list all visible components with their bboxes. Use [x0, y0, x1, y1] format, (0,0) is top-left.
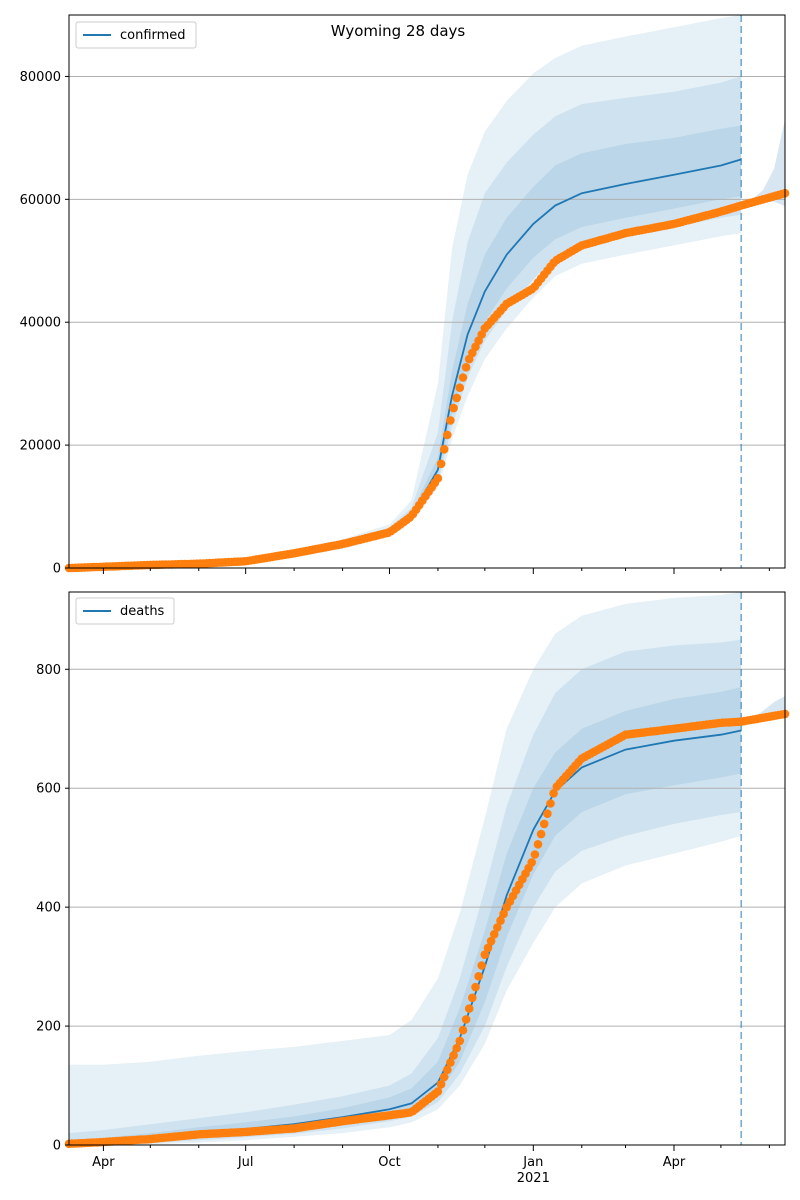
axes-frame: [68, 14, 786, 569]
observed-point: [443, 1065, 452, 1075]
observed-point: [543, 809, 552, 818]
y-tick-label: 60000: [20, 193, 61, 208]
observed-point: [533, 840, 543, 849]
observed-point: [452, 393, 462, 403]
observed-point: [461, 363, 471, 372]
figure-title: Wyoming 28 days: [331, 22, 466, 40]
observed-point: [477, 961, 487, 970]
observed-point: [446, 1058, 455, 1067]
confirmed-panel: 0 20000 40000 60000 80000 confirmed: [20, 14, 790, 577]
observed-point: [433, 474, 443, 483]
observed-point: [480, 950, 490, 959]
confirmed-uncertainty-bands: [69, 15, 785, 569]
observed-point: [539, 819, 549, 829]
observed-point: [483, 943, 493, 953]
observed-point: [455, 1036, 465, 1046]
confirmed-grid: [69, 75, 785, 446]
y-tick-label: 0: [53, 1139, 61, 1154]
observed-point: [433, 1087, 443, 1096]
observed-point: [461, 1015, 471, 1024]
confirmed-axes: 0 20000 40000 60000 80000: [20, 14, 786, 577]
observed-point: [439, 1072, 449, 1082]
y-tick-label: 200: [36, 1020, 61, 1035]
deaths-grid: [69, 668, 785, 1027]
observed-point: [546, 799, 555, 808]
observed-point: [471, 982, 480, 992]
uncertainty-band-1: [69, 15, 742, 568]
y-tick-label: 800: [36, 663, 61, 678]
deaths-uncertainty-bands: [69, 592, 785, 1145]
observed-point: [464, 1004, 474, 1013]
observed-point: [468, 993, 477, 1003]
y-tick-label: 0: [53, 562, 61, 577]
y-tick-label: 400: [36, 901, 61, 916]
observed-point: [452, 1043, 462, 1053]
legend-label: deaths: [120, 604, 165, 619]
observed-point: [489, 930, 499, 939]
observed-point: [436, 459, 446, 469]
deaths-axes: 0 200 400 600 800: [36, 591, 786, 1154]
legend-label: confirmed: [120, 28, 186, 43]
uncertainty-band-1: [69, 592, 742, 1145]
observed-point: [499, 909, 508, 919]
y-tick-label: 80000: [20, 70, 61, 85]
axes-frame: [68, 591, 786, 1146]
deaths-legend: deaths: [75, 597, 175, 625]
observed-point: [474, 972, 483, 981]
y-tick-label: 600: [36, 782, 61, 797]
x-tick-label: Apr: [663, 1155, 686, 1170]
legend-box: [75, 597, 175, 625]
observed-point: [496, 916, 505, 925]
x-tick-label: Jul: [237, 1155, 254, 1170]
observed-point: [549, 789, 558, 798]
observed-point: [436, 1080, 446, 1089]
legend-box: [75, 21, 197, 49]
y-tick-label: 20000: [20, 439, 61, 454]
observed-point: [536, 829, 546, 839]
observed-point: [493, 923, 502, 932]
observed-point: [443, 430, 452, 440]
observed-point: [449, 403, 458, 413]
observed-point: [439, 445, 449, 454]
uncertainty-band-3: [69, 687, 742, 1145]
observed-point: [458, 1025, 468, 1035]
x-year-label: 2021: [517, 1171, 550, 1186]
y-tick-label: 40000: [20, 316, 61, 331]
observed-point: [455, 383, 465, 393]
post-forecast-band: [741, 119, 785, 207]
deaths-panel: 0 200 400 600 800 deaths: [36, 591, 790, 1154]
x-tick-label: Jan: [522, 1155, 543, 1170]
x-tick-label: Apr: [92, 1155, 115, 1170]
uncertainty-band-3: [69, 125, 742, 568]
observed-point: [486, 936, 496, 946]
x-tick-label: Oct: [378, 1155, 400, 1170]
observed-point: [527, 858, 536, 867]
confirmed-observed-points: [64, 188, 790, 573]
observed-point: [530, 850, 540, 859]
confirmed-legend: confirmed: [75, 21, 197, 49]
observed-point: [449, 1051, 458, 1060]
observed-point: [458, 373, 468, 382]
x-axis-labels: Apr Jul Oct Jan Apr 2021: [92, 1155, 686, 1186]
observed-point: [446, 416, 455, 425]
deaths-observed-points: [64, 709, 790, 1149]
